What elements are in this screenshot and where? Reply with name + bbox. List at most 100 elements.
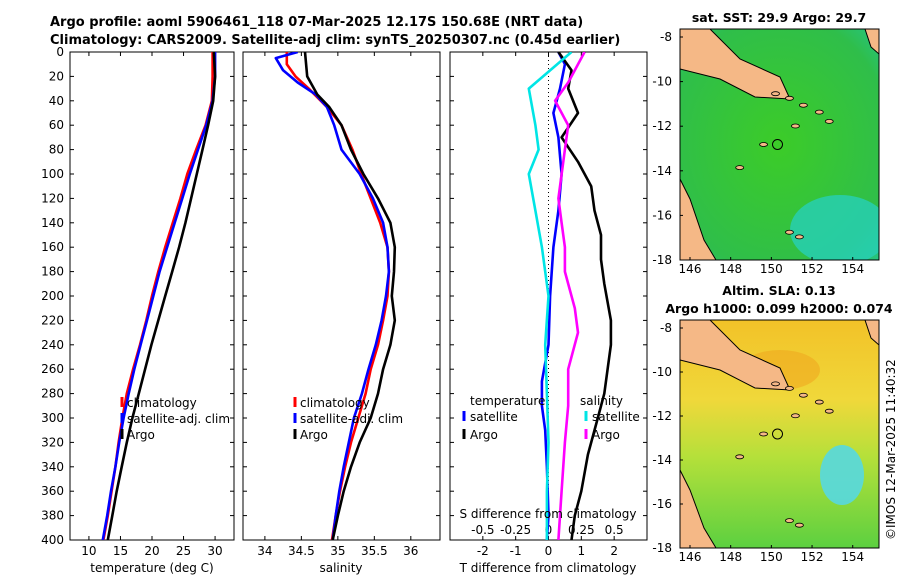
s-diff-tick-label: 0.5	[605, 523, 624, 537]
legend-label: Argo	[592, 428, 620, 442]
depth-tick-label: 160	[41, 240, 64, 254]
temperature-xtick-label: 10	[81, 544, 96, 558]
sst_map-lon-label: 152	[801, 262, 824, 276]
differences-xtick-label: -2	[477, 544, 489, 558]
sst_map-islet	[785, 229, 794, 235]
differences-series-salinity-argo	[553, 52, 586, 540]
sst_map-lon-label: 150	[760, 262, 783, 276]
sla_map-islet	[771, 381, 780, 387]
depth-tick-label: 40	[49, 94, 64, 108]
depth-tick-label: 120	[41, 191, 64, 205]
sst_map-lat-label: -8	[660, 30, 672, 44]
sst_map-islet	[785, 95, 794, 101]
sst_map-islet	[795, 234, 804, 240]
sla_map-lon-label: 150	[760, 550, 783, 564]
salinity-series-argo	[303, 52, 397, 540]
legend-salinity-title: salinity	[580, 394, 623, 408]
sst-map-title: sat. SST: 29.9 Argo: 29.7	[692, 10, 866, 25]
sla_map-lat-label: -8	[660, 321, 672, 335]
temperature-xtick-label: 15	[113, 544, 128, 558]
s-diff-tick-label: -0.5	[471, 523, 494, 537]
salinity-xlabel: salinity	[319, 561, 362, 575]
temperature-xtick-label: 20	[144, 544, 159, 558]
sst_map-lon-label: 148	[719, 262, 742, 276]
salinity-xtick-label: 34	[257, 544, 272, 558]
sla_map-lat-label: -16	[652, 497, 672, 511]
s-diff-tick-label: 0.25	[568, 523, 595, 537]
depth-tick-label: 180	[41, 265, 64, 279]
sla_map-argo-location-marker	[772, 428, 784, 440]
legend-temperature-title: temperature	[470, 394, 545, 408]
temperature-xtick-label: 30	[207, 544, 222, 558]
sst_map-frame	[679, 28, 880, 261]
sst_map-islet	[814, 109, 824, 115]
sla_map-islet	[791, 413, 800, 419]
differences-xtick-label: 0	[545, 544, 553, 558]
legend-label: climatology	[127, 396, 197, 410]
differences-xtick-label: 2	[610, 544, 618, 558]
sla-map-title-line-1: Altim. SLA: 0.13	[722, 283, 835, 298]
imos-timestamp: ©IMOS 12-Mar-2025 11:40:32	[884, 359, 898, 540]
legend-label: satellite-adj. clim	[300, 412, 403, 426]
sla-low-anomaly	[820, 445, 864, 505]
salinity-series-satellite-adj-clim	[274, 52, 391, 540]
depth-tick-label: 200	[41, 289, 64, 303]
sla_map-lon-label: 148	[719, 550, 742, 564]
depth-tick-label: 400	[41, 533, 64, 547]
figure-title-line-1: Argo profile: aoml 5906461_118 07-Mar-20…	[50, 15, 584, 30]
differences-xtick-label: 1	[578, 544, 586, 558]
salinity-series-climatology	[285, 52, 391, 540]
sla_map-lon-label: 154	[841, 550, 864, 564]
depth-tick-label: 140	[41, 216, 64, 230]
sst_map-land-island-ne	[864, 29, 879, 55]
sst_map-lat-label: -14	[652, 164, 672, 178]
legend-label: Argo	[470, 428, 498, 442]
sla_map-lon-label: 152	[801, 550, 824, 564]
differences-series-salinity-satellite	[527, 52, 573, 540]
differences-xtick-label: -1	[510, 544, 522, 558]
sla_map-islet	[798, 392, 808, 398]
sst_map-lat-label: -12	[652, 119, 672, 133]
sla_map-islet	[785, 518, 794, 524]
temperature-xlabel: temperature (deg C)	[90, 561, 213, 575]
depth-tick-label: 60	[49, 118, 64, 132]
sla_map-islet	[785, 385, 794, 391]
depth-tick-label: 80	[49, 143, 64, 157]
legend-label: satellite	[592, 410, 640, 424]
salinity-xtick-label: 35	[330, 544, 345, 558]
sst_map-lat-label: -10	[652, 75, 672, 89]
salinity-xtick-label: 34.5	[288, 544, 315, 558]
temperature-series-argo	[106, 52, 217, 540]
temperature-series-climatology	[102, 52, 214, 540]
legend-label: Argo	[127, 428, 155, 442]
sla_map-islet	[814, 399, 824, 405]
temperature-xtick-label: 25	[176, 544, 191, 558]
sla_map-lat-label: -14	[652, 453, 672, 467]
figure-title-line-2: Climatology: CARS2009. Satellite-adj cli…	[50, 33, 621, 48]
legend-label: satellite	[470, 410, 518, 424]
legend-label: climatology	[300, 396, 370, 410]
sla_map-lat-label: -18	[652, 541, 672, 555]
sst_map-islet	[798, 102, 808, 108]
depth-tick-label: 280	[41, 387, 64, 401]
differences-series-temperature-satellite	[540, 52, 567, 540]
sla_map-land-island-ne	[864, 320, 879, 346]
sla_map-land-australia	[680, 469, 717, 548]
sla_map-lat-label: -10	[652, 365, 672, 379]
depth-tick-label: 0	[56, 45, 64, 59]
depth-tick-label: 300	[41, 411, 64, 425]
sst-cool-patch	[790, 195, 879, 260]
legend-label: satellite-adj. clim	[127, 412, 230, 426]
sla_map-frame	[679, 319, 880, 549]
s-diff-xlabel: S difference from climatology	[460, 507, 637, 521]
temperature-series-satellite-adj-clim	[101, 52, 217, 540]
sst_map-islet	[735, 165, 745, 171]
salinity-xtick-label: 36	[403, 544, 418, 558]
sst_map-land-australia	[680, 178, 717, 260]
depth-tick-label: 260	[41, 362, 64, 376]
sla_map-islet	[735, 454, 745, 460]
sst_map-lon-label: 146	[679, 262, 702, 276]
sla_map-islet	[824, 408, 834, 414]
sst_map-lat-label: -16	[652, 208, 672, 222]
